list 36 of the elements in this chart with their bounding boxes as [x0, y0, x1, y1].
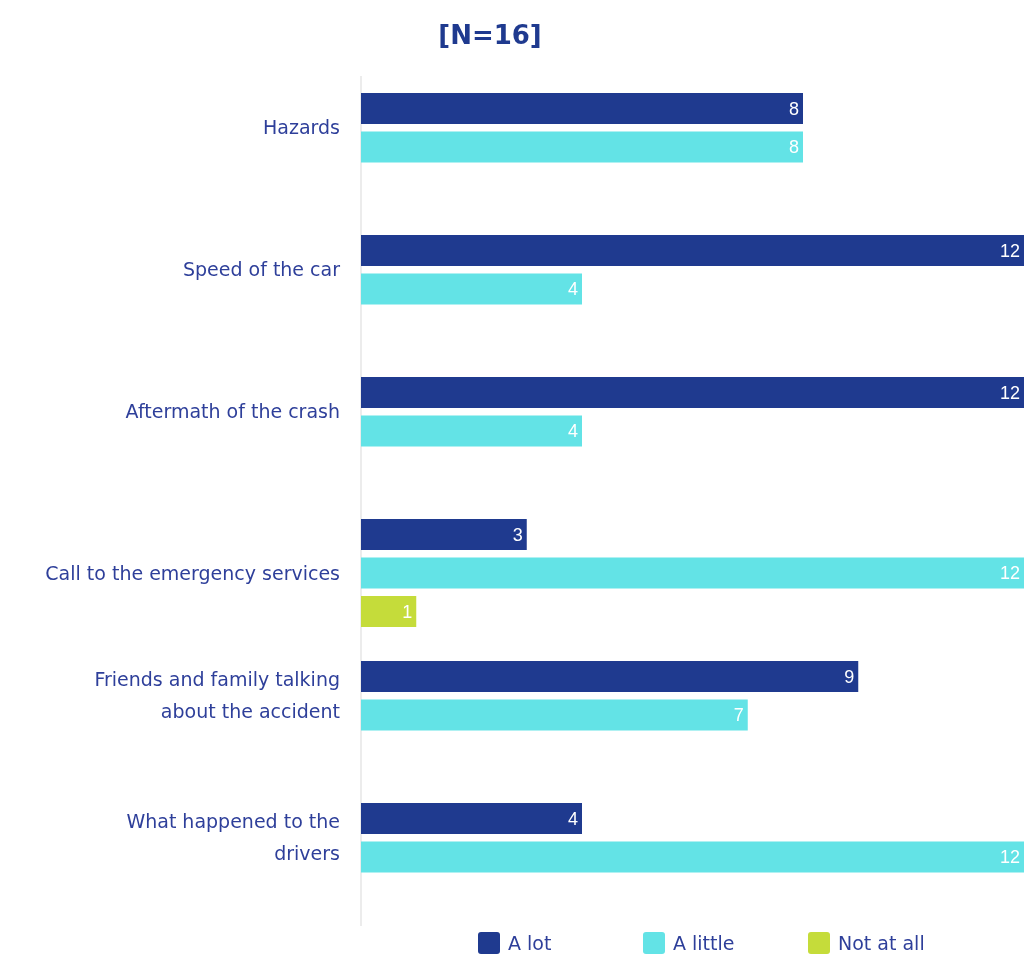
y-tick-label: Aftermath of the crash	[125, 400, 340, 423]
y-tick-label: Call to the emergency services	[45, 561, 340, 584]
bar	[361, 699, 748, 731]
data-label: 4	[567, 808, 578, 829]
bar	[361, 93, 803, 124]
data-label: 12	[999, 240, 1020, 261]
bar	[361, 131, 803, 163]
data-label: 8	[788, 98, 799, 119]
bar	[361, 235, 1024, 266]
legend-label: A lot	[508, 931, 552, 954]
data-label: 12	[999, 847, 1020, 868]
y-tick-label: Friends and family talking about the accident	[94, 668, 340, 723]
bar	[361, 803, 582, 834]
bar	[361, 661, 859, 692]
y-tick-label: What happened to the drivers	[126, 810, 340, 865]
data-label: 4	[567, 421, 578, 442]
bar	[361, 557, 1024, 589]
bar	[361, 596, 417, 627]
legend-label: Not at all	[838, 931, 925, 954]
data-label: 1	[402, 601, 413, 622]
bar	[361, 519, 527, 550]
data-label: 12	[999, 563, 1020, 584]
data-label: 12	[999, 382, 1020, 403]
bar	[361, 841, 1024, 873]
bar	[361, 415, 582, 447]
legend-label: A little	[673, 931, 735, 954]
bar	[361, 273, 582, 305]
bar	[361, 377, 1024, 408]
y-tick-label: Hazards	[263, 116, 340, 139]
data-label: 8	[788, 137, 799, 158]
data-label: 9	[844, 666, 855, 687]
data-label: 3	[512, 524, 523, 545]
data-label: 4	[567, 279, 578, 300]
chart-title: [N=16]	[438, 20, 542, 50]
data-label: 7	[733, 705, 744, 726]
y-tick-label: Speed of the car	[182, 258, 341, 281]
